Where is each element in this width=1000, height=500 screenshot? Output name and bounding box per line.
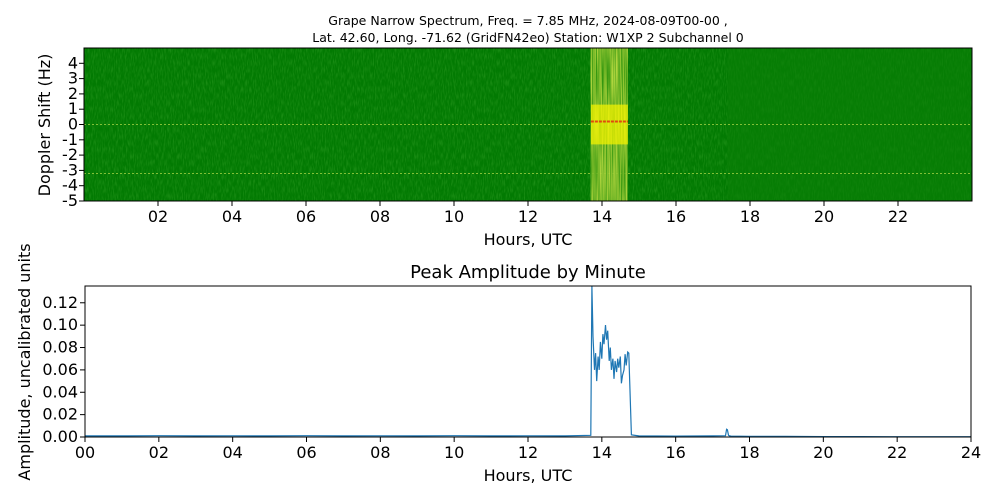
amp-x-tick-label-8: 16 — [665, 443, 685, 462]
spec-x-tick-label-4: 10 — [444, 207, 464, 226]
amp-y-tick-label-6: 0.12 — [42, 293, 78, 312]
spec-x-tick-label-2: 06 — [296, 207, 316, 226]
spec-x-tick-label-5: 12 — [518, 207, 538, 226]
amplitude-y-ticks: 0.00 0.02 0.04 0.06 0.08 0.10 0.12 — [42, 293, 85, 446]
spec-y-tick-label-6: -2 — [62, 145, 78, 164]
amplitude-x-ticks: 00 02 04 06 08 10 12 14 16 18 20 22 24 — [75, 437, 981, 462]
spec-x-tick-label-6: 14 — [592, 207, 612, 226]
spec-x-tick-label-9: 20 — [814, 207, 834, 226]
amp-x-tick-label-6: 12 — [518, 443, 538, 462]
amplitude-y-axis-label: Amplitude, uncalibrated units — [15, 243, 34, 480]
amp-y-tick-label-1: 0.02 — [42, 405, 78, 424]
amp-x-tick-label-2: 04 — [222, 443, 242, 462]
spectrogram-title-line1: Grape Narrow Spectrum, Freq. = 7.85 MHz,… — [328, 13, 727, 28]
amplitude-x-axis-label: Hours, UTC — [484, 466, 573, 485]
spec-x-tick-label-3: 08 — [370, 207, 390, 226]
spec-y-tick-label-5: -1 — [62, 130, 78, 149]
amp-x-tick-label-9: 18 — [739, 443, 759, 462]
amp-x-tick-label-10: 20 — [813, 443, 833, 462]
amp-x-tick-label-7: 14 — [592, 443, 612, 462]
amp-x-tick-label-5: 10 — [444, 443, 464, 462]
spec-x-tick-label-1: 04 — [222, 207, 242, 226]
spectrogram-plot — [84, 48, 972, 201]
spec-y-tick-label-1: 3 — [68, 69, 78, 88]
spec-y-tick-label-4: 0 — [68, 115, 78, 134]
spec-x-tick-label-7: 16 — [666, 207, 686, 226]
spectrogram-x-ticks: 02 04 06 08 10 12 14 16 18 20 22 — [148, 201, 908, 226]
spec-y-tick-label-7: -3 — [62, 160, 78, 179]
amplitude-plot-background — [85, 286, 971, 437]
spec-y-tick-label-3: 1 — [68, 99, 78, 118]
spec-x-tick-label-0: 02 — [148, 207, 168, 226]
spec-y-tick-label-9: -5 — [62, 191, 78, 210]
spectrogram-title-line2: Lat. 42.60, Long. -71.62 (GridFN42eo) St… — [312, 30, 744, 45]
amp-y-tick-label-2: 0.04 — [42, 382, 78, 401]
amp-y-tick-label-0: 0.00 — [42, 427, 78, 446]
burst-core — [590, 104, 628, 145]
amp-x-tick-label-0: 00 — [75, 443, 95, 462]
amp-x-tick-label-4: 08 — [370, 443, 390, 462]
amp-y-tick-label-5: 0.10 — [42, 315, 78, 334]
amplitude-chart-title: Peak Amplitude by Minute — [410, 262, 646, 283]
amp-y-tick-label-4: 0.08 — [42, 338, 78, 357]
amplitude-plot — [85, 285, 971, 438]
amp-x-tick-label-1: 02 — [149, 443, 169, 462]
spec-x-tick-label-10: 22 — [888, 207, 908, 226]
spectrogram-x-axis-label: Hours, UTC — [484, 230, 573, 249]
amp-x-tick-label-3: 06 — [296, 443, 316, 462]
spectrogram-y-axis-label: Doppler Shift (Hz) — [35, 54, 54, 197]
spectrogram-signal-burst — [590, 48, 628, 201]
spec-x-tick-label-8: 18 — [740, 207, 760, 226]
amp-x-tick-label-11: 22 — [887, 443, 907, 462]
amp-y-tick-label-3: 0.06 — [42, 360, 78, 379]
spec-y-tick-label-2: 2 — [68, 84, 78, 103]
spec-y-tick-label-8: -4 — [62, 176, 78, 195]
amp-x-tick-label-12: 24 — [961, 443, 981, 462]
amplitude-series-line — [85, 285, 971, 438]
spectrogram-carrier-lines — [84, 124, 972, 174]
spec-y-tick-label-0: 4 — [68, 53, 78, 72]
